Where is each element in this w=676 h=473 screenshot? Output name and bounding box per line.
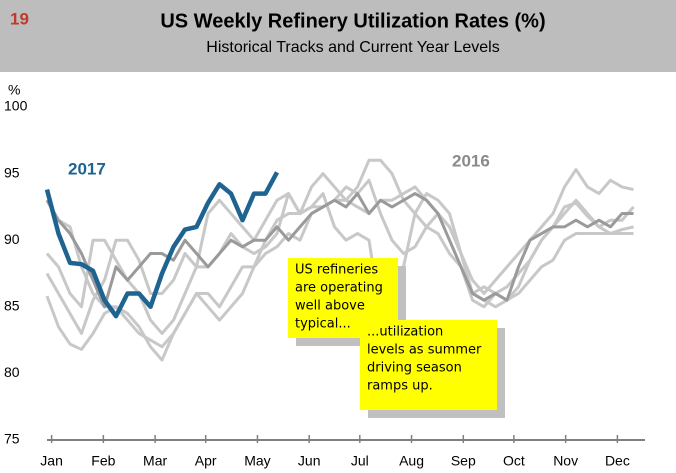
page-number: 19 bbox=[10, 9, 29, 28]
y-axis-label: % bbox=[8, 82, 20, 98]
annotation-box bbox=[360, 320, 497, 410]
annotation-text: well above bbox=[295, 299, 365, 314]
series-line bbox=[44, 171, 279, 319]
annotation-text: US refineries bbox=[295, 263, 378, 278]
annotation-text: driving season bbox=[367, 361, 462, 376]
series-line bbox=[45, 192, 634, 309]
x-tick-label: Feb bbox=[91, 453, 115, 469]
series-label: 2017 bbox=[68, 159, 106, 178]
annotation-text: typical... bbox=[295, 317, 351, 332]
annotation-text: ...utilization bbox=[367, 325, 443, 340]
x-tick-label: Jan bbox=[40, 453, 63, 469]
header-band bbox=[0, 0, 676, 72]
y-tick-label: 75 bbox=[4, 431, 20, 447]
x-tick-label: Jul bbox=[351, 453, 369, 469]
x-tick-label: Dec bbox=[605, 453, 630, 469]
x-tick-label: Oct bbox=[503, 453, 525, 469]
x-tick-label: May bbox=[244, 453, 270, 469]
x-tick-label: Apr bbox=[195, 453, 217, 469]
y-tick-label: 80 bbox=[4, 364, 20, 380]
y-tick-label: 100 bbox=[4, 98, 28, 114]
x-tick-label: Sep bbox=[451, 453, 476, 469]
y-tick-label: 85 bbox=[4, 298, 20, 314]
chart-subtitle: Historical Tracks and Current Year Level… bbox=[206, 39, 499, 56]
x-tick-label: Nov bbox=[553, 453, 578, 469]
annotation-text: levels as summer bbox=[367, 343, 482, 358]
annotation-text: are operating bbox=[295, 281, 383, 296]
chart-title: US Weekly Refinery Utilization Rates (%) bbox=[160, 10, 545, 32]
series-line bbox=[45, 178, 634, 335]
x-tick-label: Jun bbox=[298, 453, 321, 469]
series-label: 2016 bbox=[452, 151, 490, 170]
y-tick-label: 90 bbox=[4, 231, 20, 247]
x-tick-label: Aug bbox=[399, 453, 424, 469]
x-tick-label: Mar bbox=[143, 453, 167, 469]
y-tick-label: 95 bbox=[4, 164, 20, 180]
annotation-text: ramps up. bbox=[367, 379, 433, 394]
